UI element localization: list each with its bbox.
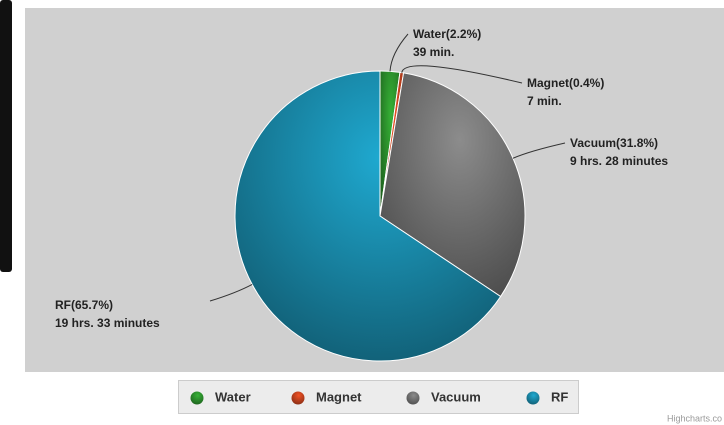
data-label-detail: 39 min. bbox=[413, 45, 454, 59]
data-label-detail: 7 min. bbox=[527, 94, 562, 108]
data-label-detail: 9 hrs. 28 minutes bbox=[570, 154, 668, 168]
pie-slice bbox=[379, 72, 526, 298]
connector bbox=[389, 33, 409, 72]
credit: Highcharts.co bbox=[667, 413, 722, 423]
legend-label: RF bbox=[551, 389, 568, 404]
legend-label: Magnet bbox=[316, 389, 362, 404]
side-panel bbox=[0, 0, 12, 272]
data-label: Magnet(0.4%) bbox=[527, 76, 604, 90]
legend-label: Water bbox=[215, 389, 251, 404]
legend-marker bbox=[406, 391, 420, 405]
legend-label: Vacuum bbox=[431, 389, 481, 404]
data-label-detail: 19 hrs. 33 minutes bbox=[55, 316, 160, 330]
legend-marker bbox=[526, 391, 540, 405]
legend-marker bbox=[291, 391, 305, 405]
connector bbox=[209, 283, 253, 302]
data-label: RF(65.7%) bbox=[55, 298, 113, 312]
connector bbox=[401, 65, 523, 84]
legend-marker bbox=[190, 391, 204, 405]
data-label: Water(2.2%) bbox=[413, 27, 481, 41]
data-label: Vacuum(31.8%) bbox=[570, 136, 658, 150]
connector bbox=[512, 142, 566, 159]
legend-box bbox=[178, 380, 579, 414]
